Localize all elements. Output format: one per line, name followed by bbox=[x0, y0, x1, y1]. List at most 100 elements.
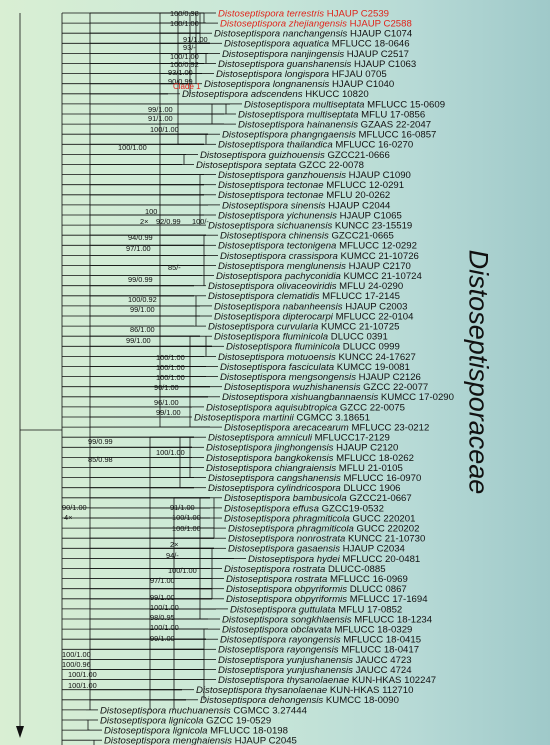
taxon-voucher: HJAUP C2034 bbox=[340, 544, 406, 555]
taxon-voucher: MFLUCC 12-0291 bbox=[324, 180, 405, 191]
taxon-voucher: HJAUP C2517 bbox=[344, 49, 409, 60]
taxon-label: Distoseptispora clematidis MFLUCC 17-214… bbox=[208, 291, 400, 302]
taxon-voucher: MFLUCC 15-0609 bbox=[365, 99, 446, 110]
taxon-genus: Distoseptispora guanshanensis bbox=[218, 59, 352, 70]
taxon-genus: Distoseptispora arecacearum bbox=[224, 423, 349, 434]
taxon-label: Distoseptispora aquisubtropica GZCC 22-0… bbox=[206, 402, 405, 413]
support-value: 100/1.00 bbox=[150, 623, 179, 632]
taxon-label: Distoseptispora arecacearum MFLUCC 23-02… bbox=[224, 423, 429, 434]
taxon-label: Distoseptispora yunjushanensis JAUCC 472… bbox=[218, 665, 412, 676]
taxon-label: Distoseptispora phragmiticola GUCC 22020… bbox=[224, 513, 415, 524]
taxon-genus: Distoseptispora effusa bbox=[224, 503, 319, 514]
taxon-label: Distoseptispora thysanolaenae KUN-HKAS 1… bbox=[196, 685, 413, 696]
support-value: 99/1.00 bbox=[156, 408, 181, 417]
taxon-genus: Distoseptispora tectonigena bbox=[218, 241, 336, 252]
taxon-label: Distoseptispora phangngaensis MFLUCC 16-… bbox=[222, 130, 436, 141]
taxon-label: Distoseptispora mengsongensis HJAUP C212… bbox=[220, 372, 421, 383]
taxon-voucher: MFLUCC 18-0415 bbox=[341, 635, 422, 646]
taxon-voucher: KUMCC 17-0290 bbox=[378, 392, 454, 403]
taxon-genus: Distoseptispora martinii bbox=[194, 412, 295, 423]
support-values: 100/0.98100/1.0091/1.0093/-100/1.00100/0… bbox=[0, 0, 209, 690]
support-value: 85/- bbox=[168, 263, 181, 272]
support-value: 99/1.00 bbox=[150, 593, 175, 602]
taxon-label: Distoseptispora sinensis HJAUP C2044 bbox=[222, 200, 391, 211]
taxon-genus: Distoseptispora nonrostrata bbox=[228, 534, 345, 545]
taxon-genus: Distoseptispora hydei bbox=[248, 554, 341, 565]
taxon-voucher: HKUCC 10820 bbox=[303, 89, 369, 100]
support-value: 91/1.00 bbox=[148, 114, 173, 123]
taxon-voucher: DLUCC-0885 bbox=[325, 564, 385, 575]
taxon-genus: Distoseptispora guizhouensis bbox=[200, 150, 325, 161]
support-value: 4× bbox=[64, 513, 72, 522]
taxon-genus: Distoseptispora yunjushanensis bbox=[218, 665, 353, 676]
taxon-genus: Distoseptispora gasaensis bbox=[228, 544, 340, 555]
taxon-voucher: MFLUCC 18-0198 bbox=[207, 726, 288, 737]
taxon-voucher: CGMCC 3.18651 bbox=[294, 412, 370, 423]
taxon-label: Distoseptispora fluminicola DLUCC 0999 bbox=[226, 342, 400, 353]
taxon-genus: Distoseptispora crassispora bbox=[220, 251, 338, 262]
clade-1-label: Clade 1 bbox=[173, 82, 201, 91]
taxon-genus: Distoseptispora cylindricospora bbox=[208, 483, 341, 494]
taxon-label: Distoseptispora multiseptata MFLUCC 15-0… bbox=[244, 99, 445, 110]
taxon-genus: Distoseptispora yunjushanensis bbox=[218, 655, 353, 666]
taxon-voucher: MFLUCC17-2129 bbox=[312, 433, 390, 444]
taxon-voucher: MFLU 17-0856 bbox=[359, 109, 426, 120]
taxon-voucher: HJAUP C2044 bbox=[325, 200, 391, 211]
taxon-label: Distoseptispora jinghongensis HJAUP C212… bbox=[206, 443, 398, 454]
taxon-voucher: HJAUP C2126 bbox=[356, 372, 421, 383]
taxon-label: Distoseptispora effusa GZCC19-0532 bbox=[224, 503, 384, 514]
support-value: 100/1.00 bbox=[156, 448, 185, 457]
taxon-voucher: HJAUP C1065 bbox=[337, 210, 402, 221]
support-value: 99/1.00 bbox=[126, 336, 151, 345]
taxon-label: Distoseptispora ganzhouensis HJAUP C1090 bbox=[218, 170, 411, 181]
taxon-voucher: MFLUCC 16-0270 bbox=[333, 140, 414, 151]
taxon-voucher: GZCC21-0665 bbox=[329, 231, 394, 242]
taxon-genus: Distoseptispora pachyconidia bbox=[216, 271, 341, 282]
taxon-label: Distoseptispora cangshanensis MFLUCC 16-… bbox=[208, 473, 421, 484]
taxon-genus: Distoseptispora zhejiangensis bbox=[220, 19, 347, 30]
taxon-label: Distoseptispora lignicola MFLUCC 18-0198 bbox=[104, 726, 288, 737]
support-value: 92/0.99 bbox=[156, 217, 181, 226]
support-value: 99/0.99 bbox=[128, 275, 153, 284]
taxon-voucher: MFLU 21-0105 bbox=[336, 463, 403, 474]
taxon-label: Distoseptispora tectonae MFLUCC 12-0291 bbox=[218, 180, 404, 191]
taxon-genus: Distoseptispora fluminicola bbox=[214, 332, 328, 343]
taxon-genus: Distoseptispora tectonae bbox=[218, 180, 324, 191]
support-value: 100/- bbox=[192, 217, 209, 226]
support-value: 2× bbox=[170, 540, 178, 549]
taxon-label: Distoseptispora aquatica MFLUCC 18-0646 bbox=[224, 39, 410, 50]
taxon-label: Distoseptispora hydei MFLUCC 20-0481 bbox=[248, 554, 420, 565]
taxon-label: Distoseptispora dehongensis KUMCC 18-009… bbox=[200, 695, 399, 706]
taxon-voucher: MFLUCC 20-0481 bbox=[340, 554, 421, 565]
taxon-genus: Distoseptispora septata bbox=[196, 160, 296, 171]
support-value: 99/0.99 bbox=[88, 437, 113, 446]
taxon-voucher: HJAUP C1040 bbox=[329, 79, 394, 90]
taxon-genus: Distoseptispora fluminicola bbox=[226, 342, 340, 353]
taxon-genus: Distoseptispora rayongensis bbox=[218, 645, 339, 656]
taxon-label: Distoseptispora crassispora KUMCC 21-107… bbox=[220, 251, 419, 262]
taxon-label: Distoseptispora yichunensis HJAUP C1065 bbox=[218, 210, 402, 221]
taxon-label: Distoseptispora olivaceoviridis MFLU 24-… bbox=[208, 281, 403, 292]
taxon-genus: Distoseptispora lignicola bbox=[104, 726, 207, 737]
taxon-label: Distoseptispora rayongensis MFLUCC 18-04… bbox=[220, 635, 421, 646]
taxon-genus: Distoseptispora aquisubtropica bbox=[206, 402, 337, 413]
taxon-genus: Distoseptispora clematidis bbox=[208, 291, 320, 302]
taxon-genus: Distoseptispora rayongensis bbox=[220, 635, 341, 646]
taxon-label: Distoseptispora longispora HFJAU 0705 bbox=[216, 69, 387, 80]
taxon-voucher: MFLUCC 22-0104 bbox=[333, 311, 414, 322]
support-value: 100/1.00 bbox=[0, 0, 29, 2]
taxon-label: Distoseptispora guizhouensis GZCC21-0666 bbox=[200, 150, 390, 161]
support-value: 94/- bbox=[166, 551, 179, 560]
taxon-label: Distoseptispora thailandica MFLUCC 16-02… bbox=[218, 140, 413, 151]
taxon-voucher: KUN-HKAS 112710 bbox=[327, 685, 413, 696]
taxon-genus: Distoseptispora dehongensis bbox=[200, 695, 323, 706]
support-value: 93/1.00 bbox=[168, 68, 193, 77]
taxon-label: Distoseptispora bambusicola GZCC21-0667 bbox=[224, 493, 412, 504]
support-value: 96/1.00 bbox=[154, 383, 179, 392]
taxon-genus: Distoseptispora chinensis bbox=[220, 231, 329, 242]
taxon-voucher: HJAUP C2539 bbox=[324, 8, 389, 19]
taxon-genus: Distoseptispora sinensis bbox=[222, 200, 326, 211]
taxon-label: Distoseptispora pachyconidia KUMCC 21-10… bbox=[216, 271, 423, 282]
taxon-label: Distoseptispora nanchangensis HJAUP C107… bbox=[214, 29, 413, 40]
support-value: 100/1.00 bbox=[156, 353, 185, 362]
